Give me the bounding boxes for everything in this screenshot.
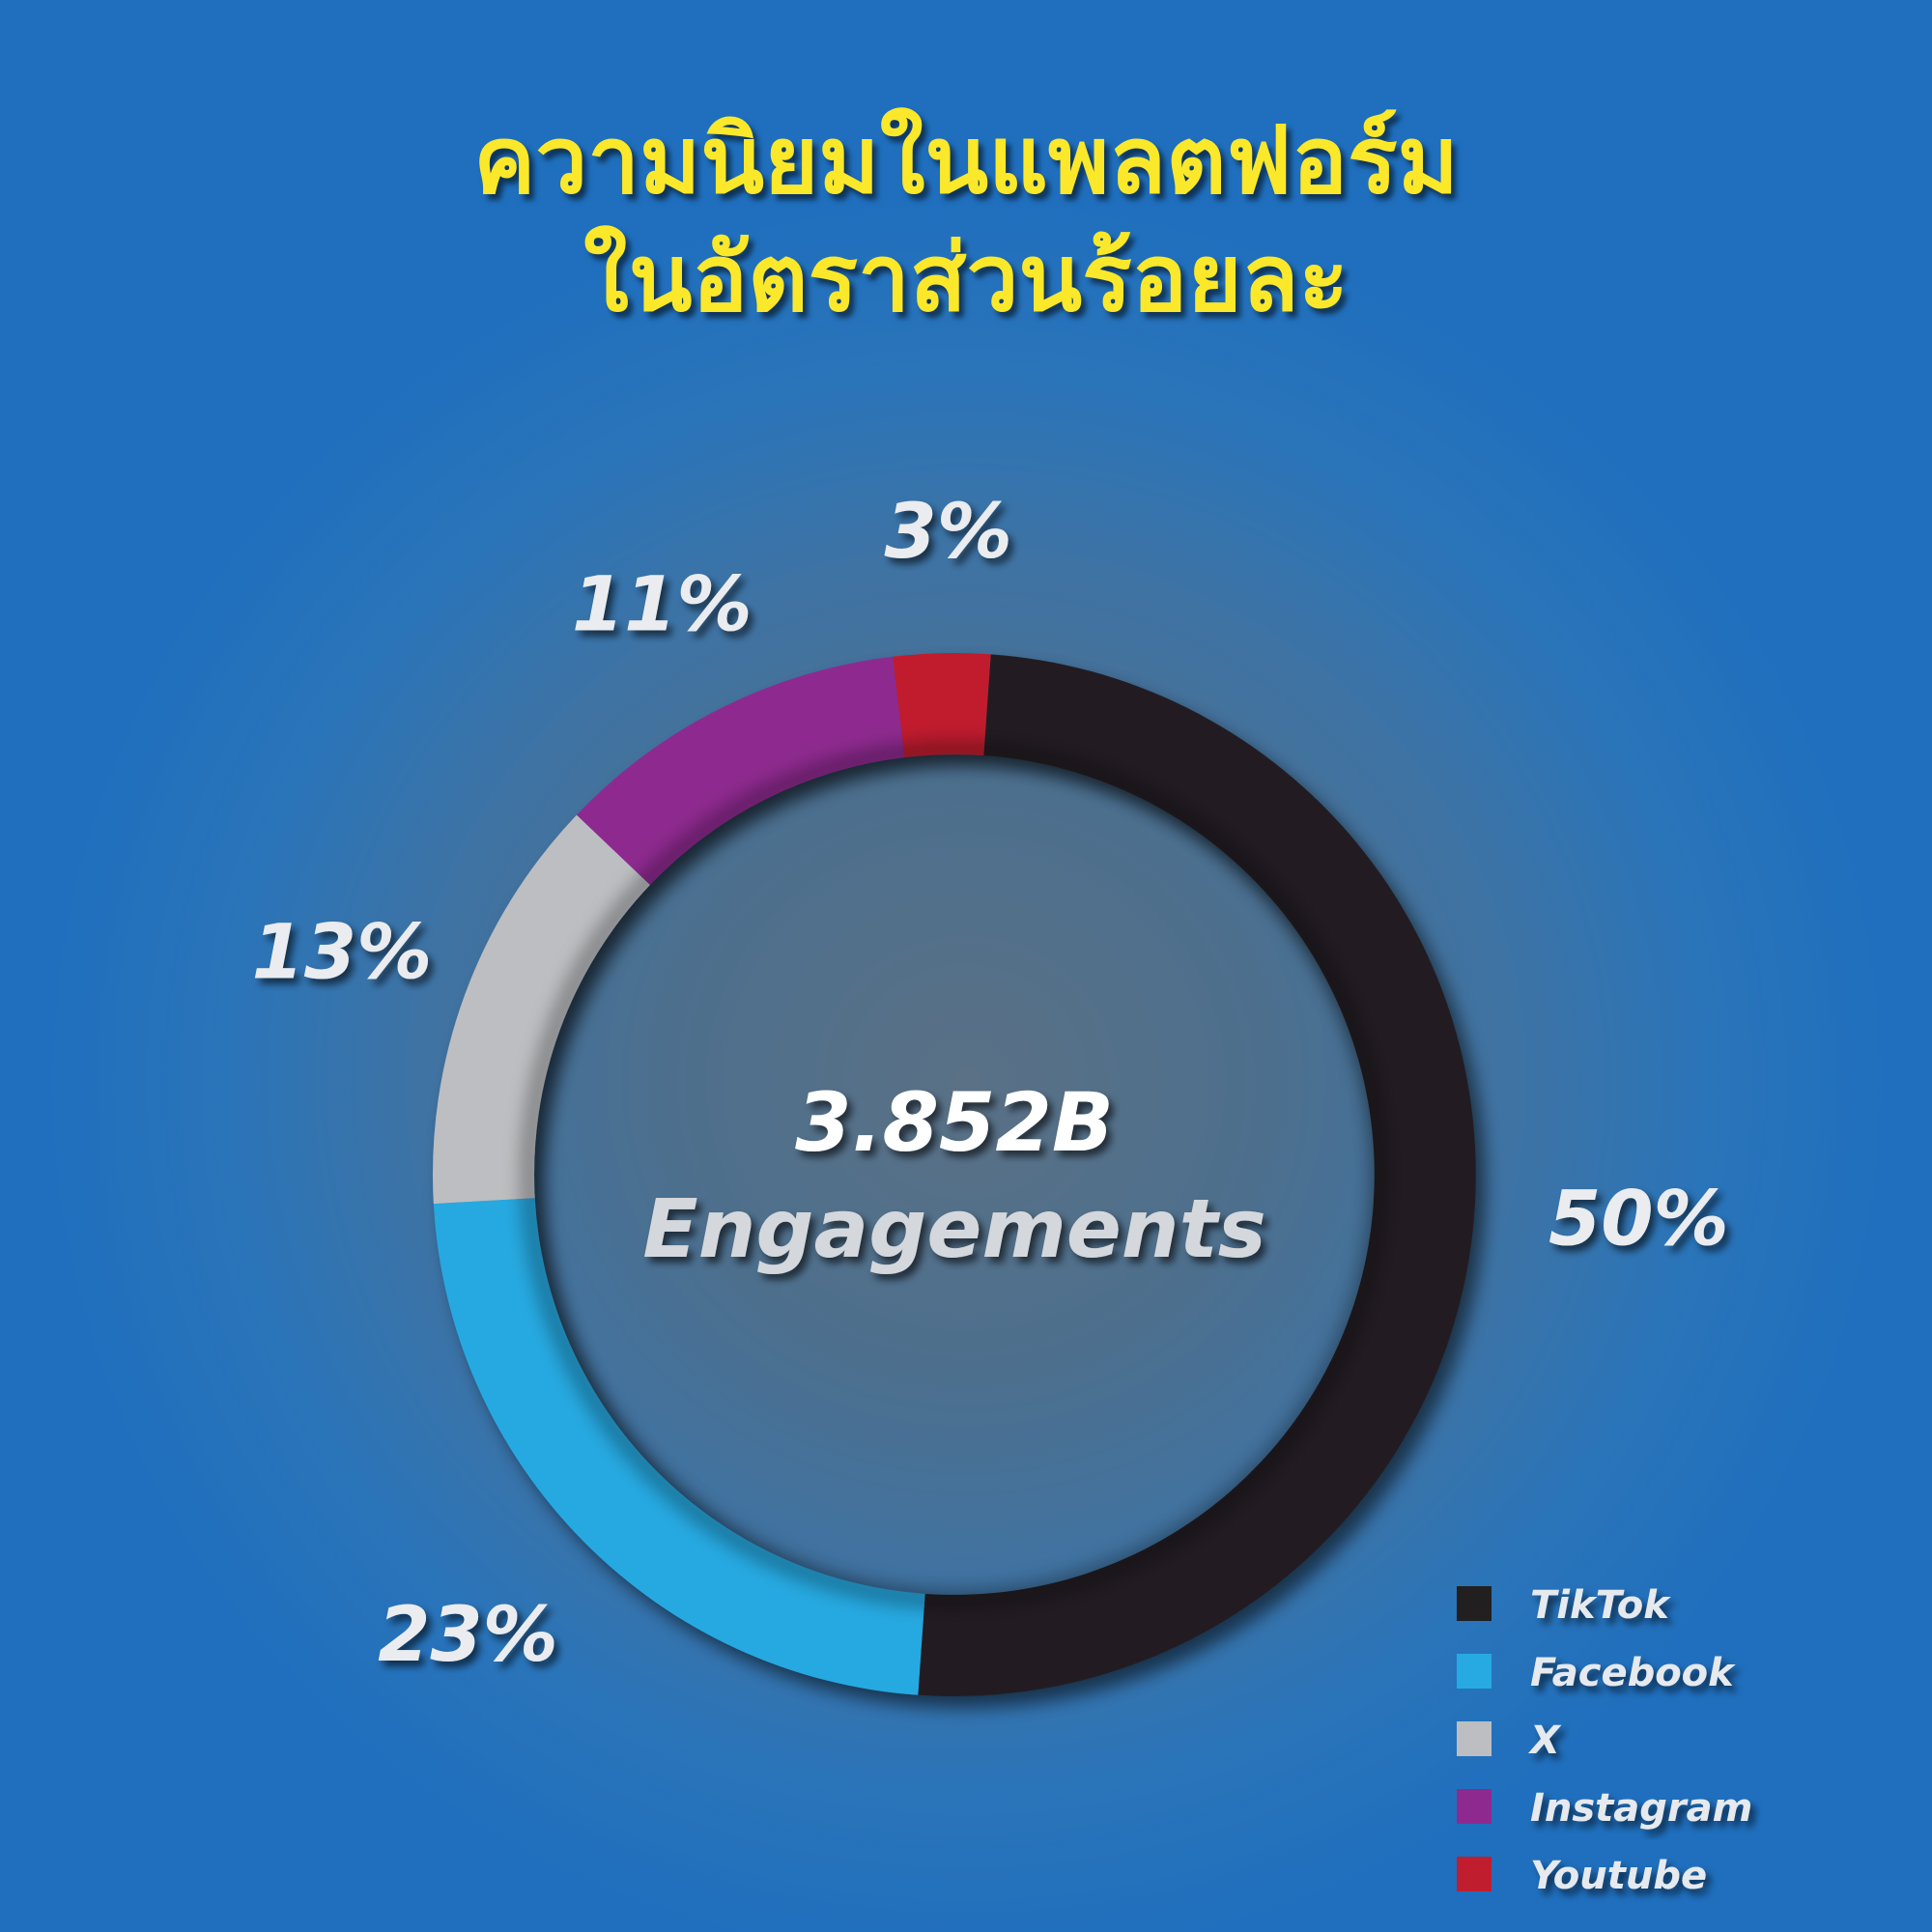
center-label: Engagements [642,1181,1266,1276]
pct-label-youtube: 3% [885,489,1012,576]
pct-label-instagram: 11% [572,561,753,648]
legend-label-youtube: Youtube [1530,1854,1707,1898]
pct-label-facebook: 23% [378,1592,558,1679]
center-text: 3.852B Engagements [642,1075,1266,1276]
chart-title-line-2: ในอัตราส่วนร้อยละ [583,224,1349,332]
legend-label-x: X [1527,1719,1562,1763]
legend-label-instagram: Instagram [1530,1786,1752,1831]
legend-swatch-youtube [1457,1857,1492,1891]
legend-swatch-instagram [1457,1789,1492,1824]
legend-swatch-facebook [1457,1654,1492,1689]
legend: TikTok Facebook X Instagram Youtube [1457,1583,1752,1898]
chart-title-line-1: ความนิยมในแพลตฟอร์ม [473,106,1459,214]
legend-label-tiktok: TikTok [1530,1583,1671,1628]
pct-label-tiktok: 50% [1548,1176,1729,1263]
pct-label-x: 13% [252,909,433,996]
slice-youtube [893,652,991,758]
legend-swatch-tiktok [1457,1586,1492,1621]
donut-hole-shadow [524,744,1385,1605]
slice-instagram [576,656,905,886]
percentage-labels: 50% 23% 13% 11% 3% [252,489,1729,1679]
donut-slices [432,652,1476,1696]
center-value: 3.852B [795,1075,1114,1170]
legend-label-facebook: Facebook [1530,1651,1736,1695]
legend-swatch-x [1457,1721,1492,1756]
slice-tiktok [918,654,1476,1696]
slice-x [432,814,650,1205]
